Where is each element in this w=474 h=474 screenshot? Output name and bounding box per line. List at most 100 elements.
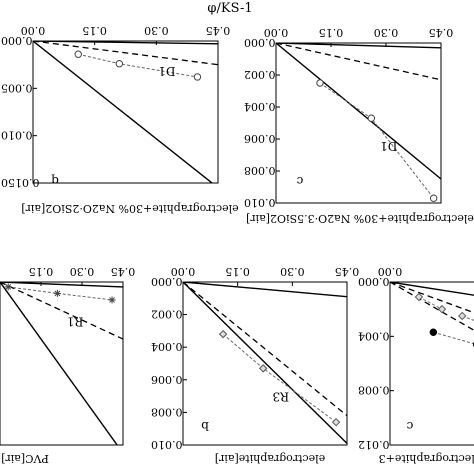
y-tick-label: 0.004 xyxy=(244,100,276,113)
x-tick-label: 0.30 xyxy=(144,24,169,37)
plot-frame xyxy=(389,281,474,446)
x-tick-label: 0.00 xyxy=(21,24,46,37)
y-tick-label: 0.004 xyxy=(358,329,390,342)
chart-panel-p2: 0.00 0.15 0.30 0.45 0.000 0.002 0.004 0.006 0.00… xyxy=(244,26,474,225)
data-point xyxy=(108,296,116,304)
panel-letter: c xyxy=(296,174,303,188)
series-connector xyxy=(8,286,113,301)
asterisk-stroke xyxy=(5,284,12,290)
x-tick-label: 0.00 xyxy=(378,265,403,278)
x-axis-label: electrographite[air] xyxy=(215,452,325,465)
data-point xyxy=(367,114,376,122)
series-connector xyxy=(418,296,443,310)
top-axis-label: φ/KS-1 xyxy=(207,1,252,16)
x-tick-label: 0.15 xyxy=(82,24,107,37)
reference-line-solid xyxy=(276,43,441,180)
y-tick-label: 0.000 xyxy=(1,34,33,47)
panel-letter: b xyxy=(201,419,209,433)
y-tick-label: 0.008 xyxy=(151,405,183,418)
x-axis-label: electrographite+3 xyxy=(379,452,474,465)
data-series xyxy=(74,50,202,81)
data-point xyxy=(193,73,202,81)
y-tick-label: 0.006 xyxy=(244,132,276,145)
reference-line-solid xyxy=(183,282,347,444)
data-point xyxy=(429,328,438,336)
y-tick-label: 0.002 xyxy=(151,308,183,321)
plot-frame xyxy=(0,281,124,446)
data-point xyxy=(115,60,124,68)
series-label: D1 xyxy=(380,139,397,153)
y-tick-label: 0.000 xyxy=(358,275,390,288)
series-connector xyxy=(462,315,474,321)
reference-line-dashed xyxy=(0,282,123,340)
reference-line-dashed xyxy=(183,282,347,417)
reference-line-dashed xyxy=(390,282,474,314)
data-series xyxy=(218,329,341,427)
y-tick-label: 0.000 xyxy=(244,36,276,49)
series-connector xyxy=(78,53,198,78)
chart-panel-p4: 0.00 0.15 0.30 0.45 0.000 0.002 0.004 0.006 0.00… xyxy=(151,265,359,465)
chart-panel-p1: 0.00 0.15 0.30 0.45 0.000 0.005 0.010 0.0150 D1 q… xyxy=(1,24,239,215)
x-tick-label: 0.00 xyxy=(264,26,289,39)
y-tick-label: 0.0150 xyxy=(1,176,40,189)
y-tick-label: 0.010 xyxy=(1,129,33,142)
reference-line-solid xyxy=(183,282,347,298)
asterisk-stroke xyxy=(54,290,61,297)
series-label: R1 xyxy=(67,314,84,328)
y-tick-label: 0.004 xyxy=(151,340,183,353)
data-series xyxy=(4,283,116,304)
series-connector xyxy=(319,82,435,199)
y-tick-label: 0.002 xyxy=(244,68,276,81)
reference-line-solid xyxy=(276,43,441,49)
reference-line-solid xyxy=(33,41,214,183)
series-connector xyxy=(433,331,474,345)
y-tick-label: 0.006 xyxy=(151,373,183,386)
data-series xyxy=(316,79,438,202)
x-tick-label: 0.30 xyxy=(70,265,95,278)
x-tick-label: 0.45 xyxy=(206,24,231,37)
data-point xyxy=(437,304,447,314)
x-tick-label: 0.45 xyxy=(335,265,360,278)
data-point xyxy=(458,311,467,321)
y-tick-label: 0.008 xyxy=(244,164,276,177)
y-tick-label: 0.000 xyxy=(151,275,183,288)
panel-letter: q xyxy=(51,174,59,188)
series-connector xyxy=(222,333,337,423)
plot-frame xyxy=(275,42,442,204)
x-tick-label: 0.45 xyxy=(429,26,454,39)
reference-line-solid xyxy=(0,282,123,288)
x-tick-label: 0.00 xyxy=(171,265,196,278)
reference-lines xyxy=(0,282,123,445)
data-point xyxy=(218,329,228,339)
x-axis-label: electrographite+30% Na2O·3.5SiO2[air] xyxy=(246,212,474,225)
data-point xyxy=(4,283,12,291)
reference-line-solid xyxy=(33,41,218,45)
x-tick-label: 0.45 xyxy=(111,265,136,278)
data-series xyxy=(414,292,447,314)
reference-lines xyxy=(276,43,441,180)
reference-line-dashed xyxy=(276,43,441,81)
data-point xyxy=(429,194,438,202)
y-tick-label: 0.010 xyxy=(151,438,183,451)
x-tick-label: 0.15 xyxy=(225,265,250,278)
y-tick-label: 0.005 xyxy=(1,81,33,94)
x-tick-label: 0.30 xyxy=(374,26,399,39)
data-series xyxy=(458,311,474,321)
data-series xyxy=(429,328,474,348)
asterisk-stroke xyxy=(109,297,115,303)
chart-panel-p3: 0.15 0.30 0.45 R1 PVC[air] xyxy=(0,265,135,465)
reference-line-dashed xyxy=(33,41,218,66)
reference-lines xyxy=(390,282,474,332)
data-point xyxy=(414,292,424,302)
x-tick-label: 0.15 xyxy=(319,26,344,39)
reference-line-dashed xyxy=(390,282,474,332)
y-tick-label: 0.008 xyxy=(358,384,390,397)
series-label: R3 xyxy=(273,389,290,403)
x-axis-label: PVC[air] xyxy=(1,452,49,465)
x-tick-label: 0.30 xyxy=(280,265,305,278)
data-point xyxy=(74,50,82,58)
plot-frame xyxy=(182,281,348,446)
y-tick-label: 0.012 xyxy=(358,438,390,451)
reference-lines xyxy=(183,282,347,444)
